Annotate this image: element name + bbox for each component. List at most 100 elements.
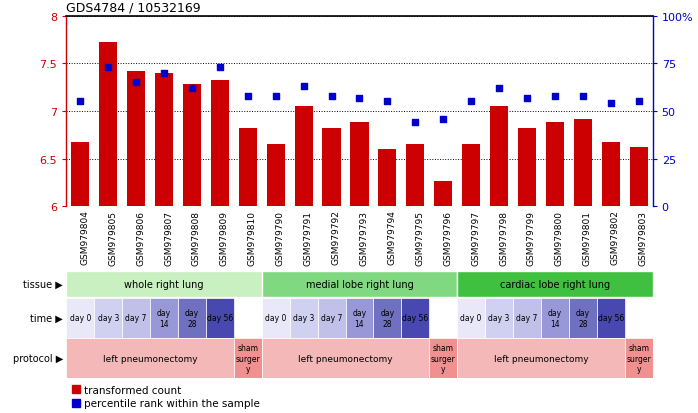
Bar: [569, 299, 597, 338]
Bar: [513, 299, 541, 338]
Text: day
14: day 14: [157, 309, 171, 328]
Text: GSM979803: GSM979803: [639, 210, 648, 265]
Text: tissue ▶: tissue ▶: [23, 279, 63, 290]
Text: GSM979795: GSM979795: [415, 210, 424, 265]
Bar: [178, 299, 206, 338]
Text: GSM979808: GSM979808: [192, 210, 201, 265]
Bar: [318, 299, 346, 338]
Bar: [66, 271, 262, 298]
Text: day 7: day 7: [126, 314, 147, 323]
Text: sham
surger
y: sham surger y: [626, 344, 651, 373]
Text: GSM979794: GSM979794: [387, 210, 396, 265]
Text: GSM979809: GSM979809: [220, 210, 229, 265]
Bar: [518, 129, 536, 207]
Bar: [630, 148, 648, 207]
Text: day 56: day 56: [597, 314, 624, 323]
Bar: [378, 150, 396, 207]
Text: GSM979806: GSM979806: [136, 210, 145, 265]
Bar: [429, 339, 457, 378]
Bar: [99, 43, 117, 207]
Bar: [211, 81, 229, 207]
Bar: [66, 299, 94, 338]
Bar: [66, 339, 234, 378]
Bar: [434, 181, 452, 207]
Text: medial lobe right lung: medial lobe right lung: [306, 279, 413, 290]
Point: [270, 93, 281, 100]
Bar: [597, 299, 625, 338]
Bar: [150, 299, 178, 338]
Point: [605, 101, 616, 107]
Text: GSM979805: GSM979805: [108, 210, 117, 265]
Point: [103, 64, 114, 71]
Bar: [546, 123, 564, 207]
Text: day 56: day 56: [402, 314, 429, 323]
Point: [131, 80, 142, 86]
Bar: [457, 339, 625, 378]
Point: [382, 99, 393, 105]
Text: day
14: day 14: [548, 309, 562, 328]
Bar: [462, 145, 480, 207]
Text: GSM979802: GSM979802: [611, 210, 620, 265]
Text: day
28: day 28: [185, 309, 199, 328]
Text: GSM979791: GSM979791: [304, 210, 313, 265]
Text: day
14: day 14: [352, 309, 366, 328]
Text: sham
surger
y: sham surger y: [235, 344, 260, 373]
Point: [410, 120, 421, 126]
Bar: [346, 299, 373, 338]
Bar: [71, 142, 89, 207]
Point: [438, 116, 449, 123]
Text: day 3: day 3: [489, 314, 510, 323]
Bar: [406, 145, 424, 207]
Text: day 0: day 0: [265, 314, 286, 323]
Bar: [234, 339, 262, 378]
Point: [242, 93, 253, 100]
Text: GSM979796: GSM979796: [443, 210, 452, 265]
Text: sham
surger
y: sham surger y: [431, 344, 456, 373]
Text: day 3: day 3: [98, 314, 119, 323]
Text: GSM979792: GSM979792: [332, 210, 341, 265]
Bar: [401, 299, 429, 338]
Point: [549, 93, 560, 100]
Bar: [290, 299, 318, 338]
Bar: [183, 85, 201, 207]
Text: time ▶: time ▶: [30, 313, 63, 323]
Text: GSM979790: GSM979790: [276, 210, 285, 265]
Text: GDS4784 / 10532169: GDS4784 / 10532169: [66, 1, 201, 14]
Bar: [122, 299, 150, 338]
Point: [298, 84, 309, 90]
Bar: [457, 271, 653, 298]
Text: day 56: day 56: [207, 314, 233, 323]
Text: GSM979810: GSM979810: [248, 210, 257, 265]
Bar: [574, 119, 592, 207]
Bar: [206, 299, 234, 338]
Bar: [94, 299, 122, 338]
Text: day 7: day 7: [517, 314, 537, 323]
Text: GSM979799: GSM979799: [527, 210, 536, 265]
Legend: transformed count, percentile rank within the sample: transformed count, percentile rank withi…: [71, 385, 260, 408]
Text: GSM979807: GSM979807: [164, 210, 173, 265]
Text: day
28: day 28: [380, 309, 394, 328]
Text: day 7: day 7: [321, 314, 342, 323]
Bar: [239, 129, 257, 207]
Bar: [373, 299, 401, 338]
Bar: [625, 339, 653, 378]
Text: GSM979798: GSM979798: [499, 210, 508, 265]
Text: day 0: day 0: [461, 314, 482, 323]
Bar: [127, 72, 145, 207]
Text: day 3: day 3: [293, 314, 314, 323]
Bar: [541, 299, 569, 338]
Text: GSM979793: GSM979793: [359, 210, 369, 265]
Bar: [485, 299, 513, 338]
Bar: [262, 299, 290, 338]
Bar: [267, 145, 285, 207]
Bar: [602, 142, 620, 207]
Text: cardiac lobe right lung: cardiac lobe right lung: [500, 279, 610, 290]
Point: [214, 64, 225, 71]
Point: [158, 70, 170, 77]
Point: [186, 85, 198, 92]
Bar: [262, 339, 429, 378]
Text: protocol ▶: protocol ▶: [13, 353, 63, 363]
Text: left pneumonectomy: left pneumonectomy: [493, 354, 588, 363]
Point: [633, 99, 644, 105]
Point: [75, 99, 86, 105]
